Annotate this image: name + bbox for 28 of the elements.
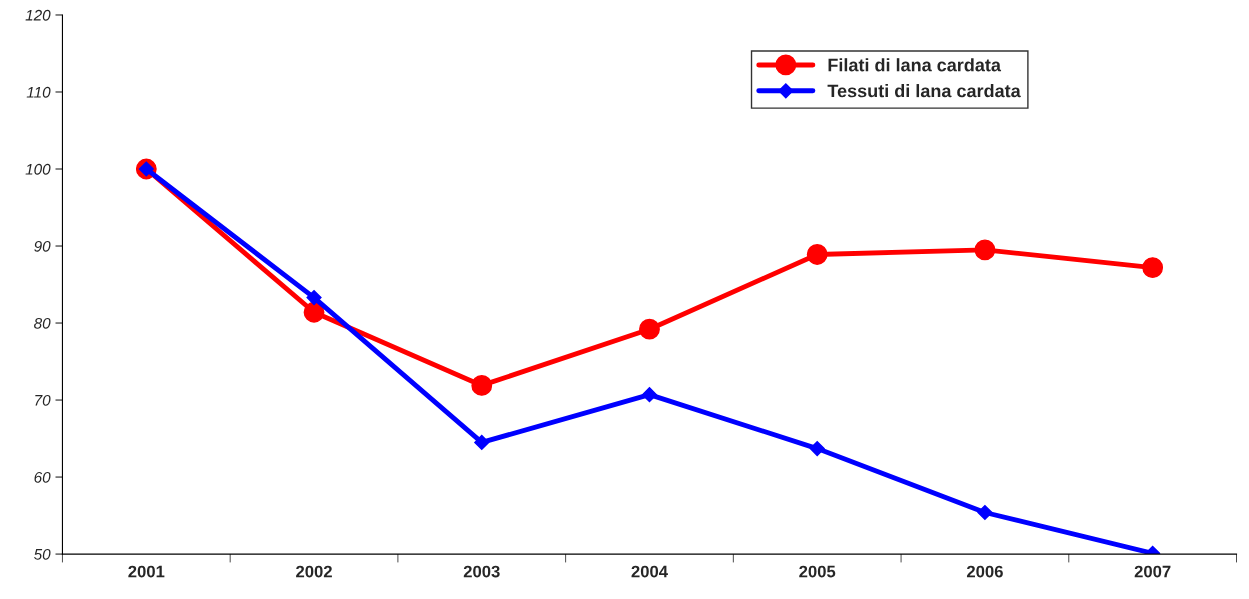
- legend-label: Filati di lana cardata: [828, 58, 1002, 72]
- point: [809, 440, 825, 457]
- point: [974, 239, 996, 261]
- point: [474, 434, 490, 450]
- point: [1142, 257, 1164, 278]
- x-tick-label: 2002: [296, 565, 332, 578]
- legend-label: Tessuti di lana cardata: [827, 84, 1021, 98]
- x-tick-label: 2005: [799, 565, 836, 578]
- y-tick-label: 70: [35, 394, 51, 406]
- y-tick-label: 60: [34, 471, 51, 483]
- point: [641, 387, 658, 403]
- y-tick-label: 50: [34, 548, 51, 560]
- point: [471, 374, 493, 396]
- point: [303, 301, 325, 323]
- point: [806, 244, 828, 265]
- x-tick-label: 2003: [463, 565, 500, 578]
- x-tick-label: 2004: [631, 565, 668, 578]
- y-tick-label: 110: [26, 86, 51, 98]
- y-tick-label: 120: [25, 9, 51, 21]
- point: [306, 290, 322, 306]
- point: [639, 318, 660, 340]
- x-tick-label: 2007: [1134, 565, 1171, 578]
- y-tick-label: 80: [34, 317, 51, 329]
- y-tick-label: 100: [25, 163, 51, 175]
- y-tick-label: 90: [34, 240, 51, 252]
- x-tick-label: 2001: [128, 565, 165, 578]
- x-tick-label: 2006: [966, 565, 1003, 578]
- point: [977, 504, 993, 521]
